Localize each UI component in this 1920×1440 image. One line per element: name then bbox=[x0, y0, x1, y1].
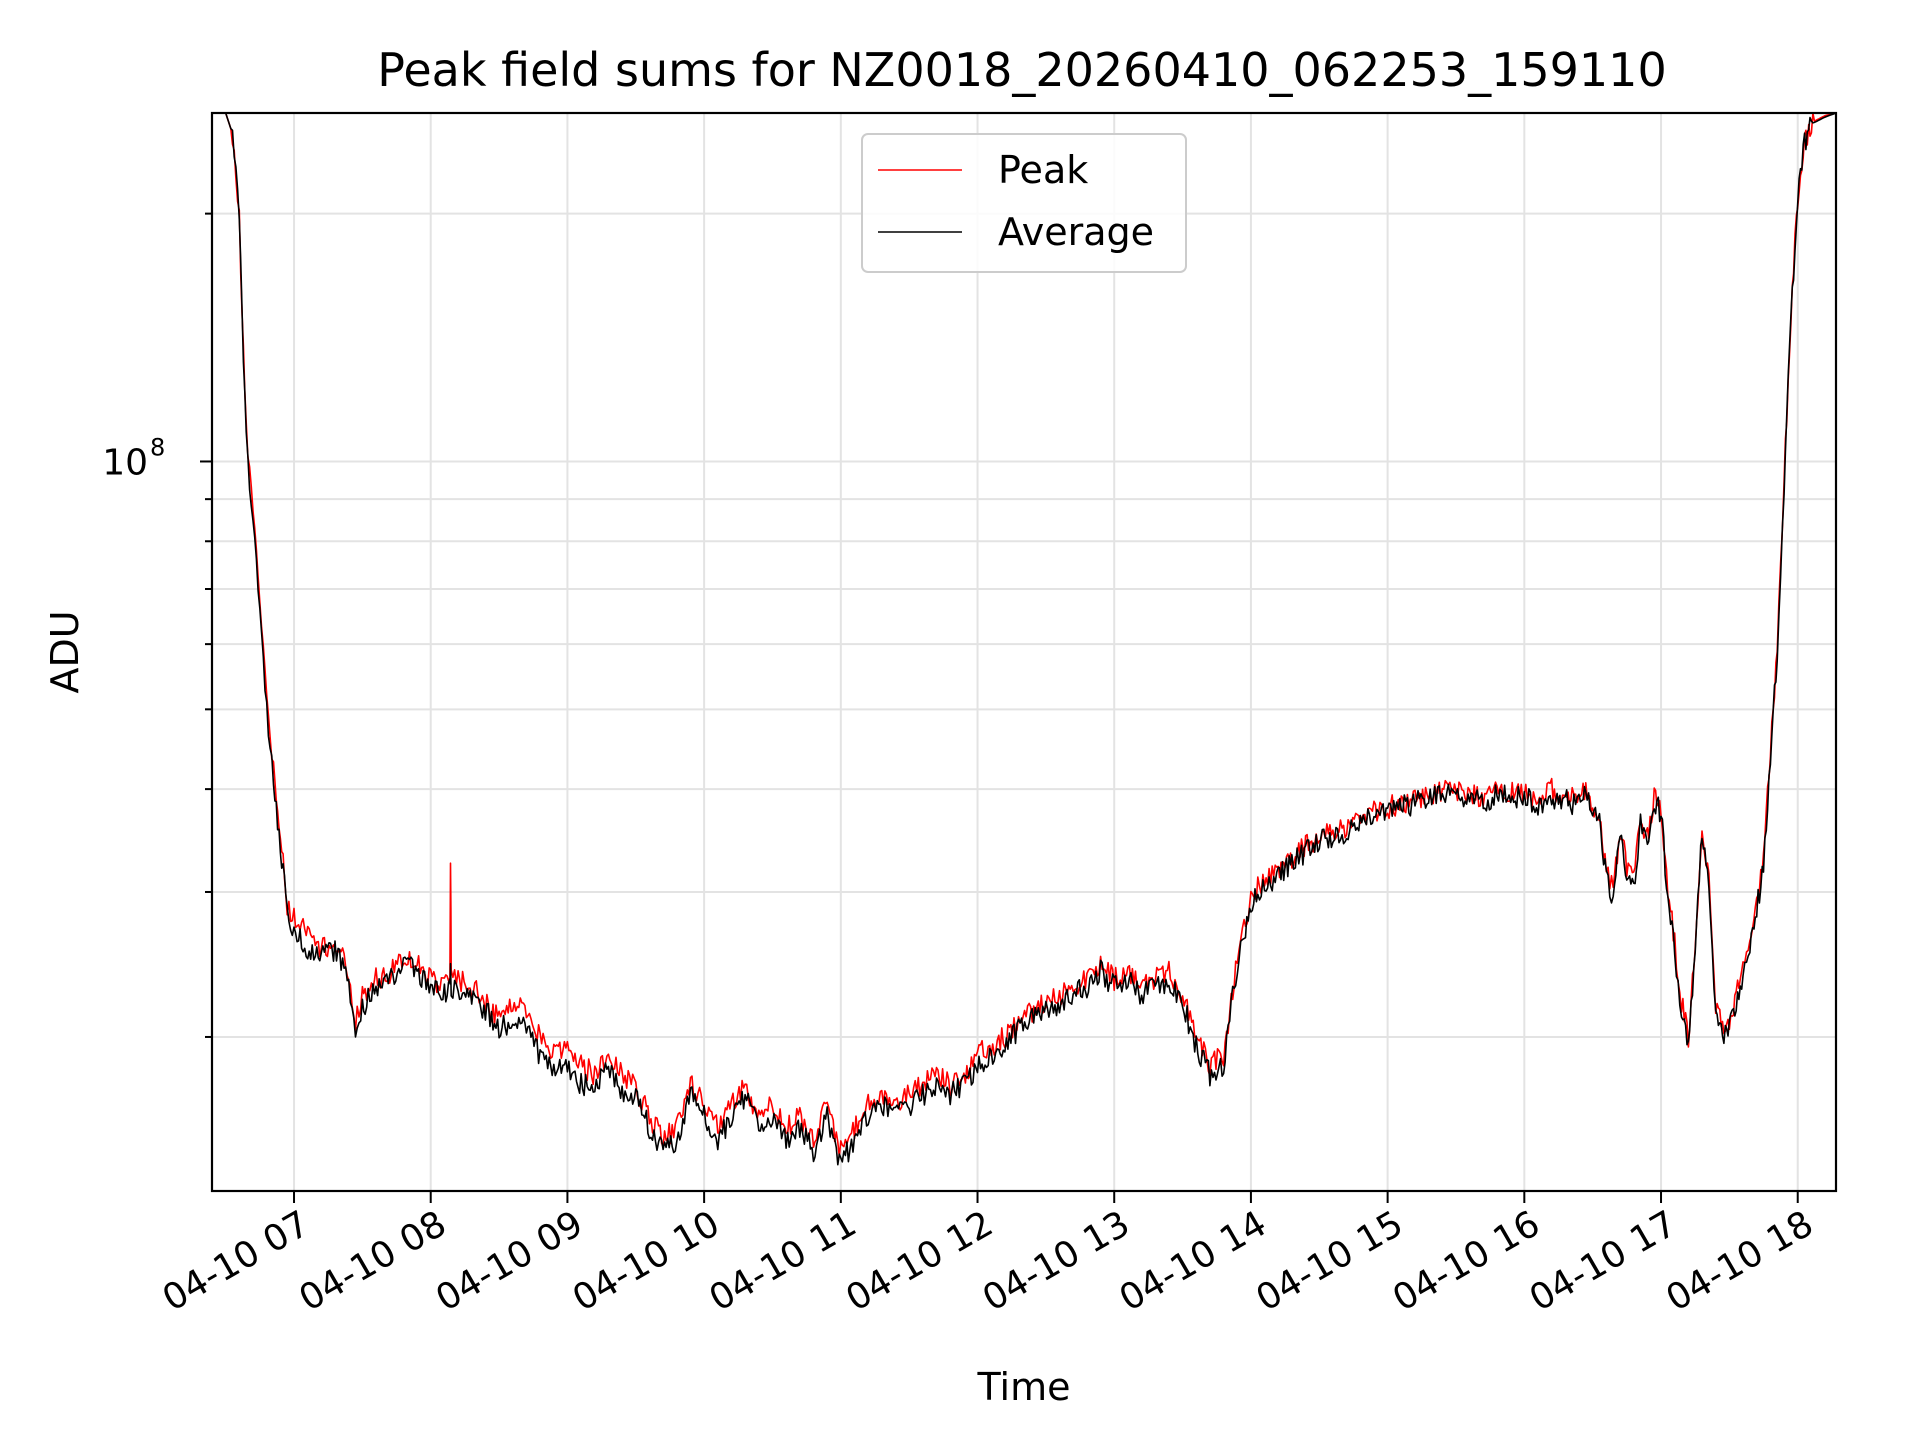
series-line-average bbox=[214, 112, 1837, 1166]
legend-label-peak: Peak bbox=[998, 148, 1088, 192]
legend: Peak Average bbox=[861, 133, 1187, 273]
y-tick-exponent: 8 bbox=[150, 433, 165, 461]
legend-label-average: Average bbox=[998, 210, 1154, 254]
plot-frame bbox=[210, 111, 1838, 1193]
y-axis: 10 8 bbox=[102, 212, 212, 1038]
x-axis-label: Time bbox=[977, 1365, 1071, 1409]
y-tick-label: 10 bbox=[102, 442, 148, 483]
chart-title: Peak field sums for NZ0018_20260410_0622… bbox=[377, 43, 1666, 97]
legend-box bbox=[861, 133, 1187, 273]
grid bbox=[212, 113, 1836, 1191]
plot-area bbox=[214, 112, 1837, 1166]
y-axis-label: ADU bbox=[43, 610, 87, 693]
